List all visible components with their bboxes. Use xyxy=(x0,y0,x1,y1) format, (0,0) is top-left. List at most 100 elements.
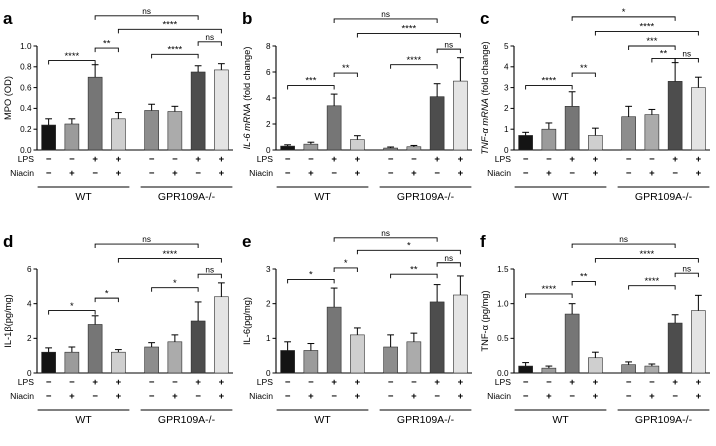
bar xyxy=(588,357,604,374)
significance-label: ** xyxy=(660,49,668,60)
significance-bracket xyxy=(675,272,700,278)
treatment-sign: + xyxy=(219,377,225,388)
treatment-row-label: LPS xyxy=(256,377,273,387)
significance-bracket xyxy=(333,18,438,23)
y-tick-label: 6 xyxy=(27,265,32,274)
significance-bracket xyxy=(436,48,461,54)
treatment-sign: − xyxy=(195,391,201,402)
significance-label: **** xyxy=(640,249,655,260)
treatment-sign: − xyxy=(388,377,394,388)
treatment-sign: + xyxy=(570,154,576,165)
bar xyxy=(144,346,159,374)
group-label: GPR109A-/- xyxy=(158,414,216,426)
treatment-sign: − xyxy=(673,391,679,402)
significance-bracket xyxy=(117,28,222,34)
treatment-sign: + xyxy=(570,377,576,388)
significance-bracket xyxy=(356,249,461,255)
bar xyxy=(565,313,580,374)
bar xyxy=(429,96,445,151)
treatment-sign: + xyxy=(593,377,599,388)
bar xyxy=(326,306,342,374)
treatment-sign: + xyxy=(457,154,463,165)
bar xyxy=(87,76,103,151)
y-tick-label: 2 xyxy=(504,104,509,113)
group-label: WT xyxy=(553,414,570,426)
group-label: WT xyxy=(553,191,570,203)
y-tick-label: 0.4 xyxy=(20,104,32,113)
treatment-sign: + xyxy=(195,154,201,165)
treatment-sign: + xyxy=(354,168,360,179)
treatment-sign: − xyxy=(546,377,552,388)
significance-bracket xyxy=(572,243,676,249)
group-label: GPR109A-/- xyxy=(635,414,693,426)
significance-label: **** xyxy=(640,22,655,33)
treatment-sign: − xyxy=(46,154,52,165)
treatment-sign: + xyxy=(354,377,360,388)
treatment-sign: + xyxy=(195,377,201,388)
significance-label: ns xyxy=(381,10,390,19)
panel-e-cell: e 0 1 2 3 IL-6(pg/mg) * * ** ns * ns LPS − − + + − − + + Niac… xyxy=(239,223,477,446)
treatment-sign: + xyxy=(649,168,655,179)
significance-label: * xyxy=(407,240,411,251)
treatment-sign: − xyxy=(308,377,314,388)
treatment-sign: − xyxy=(46,391,52,402)
significance-bracket xyxy=(628,285,676,290)
group-label: WT xyxy=(75,414,92,426)
y-axis-label: MPO (OD) xyxy=(3,76,13,120)
bar xyxy=(452,294,468,374)
treatment-row-label: Niacin xyxy=(487,391,511,401)
bar xyxy=(541,367,557,374)
significance-label: * xyxy=(344,258,348,269)
y-tick-label: 3 xyxy=(266,265,271,274)
significance-label: ns xyxy=(205,265,214,274)
significance-bracket xyxy=(595,30,700,36)
treatment-sign: + xyxy=(69,168,75,179)
bar xyxy=(621,116,637,151)
bar xyxy=(691,310,707,374)
treatment-sign: − xyxy=(149,154,155,165)
treatment-sign: + xyxy=(457,168,463,179)
treatment-sign: − xyxy=(570,391,576,402)
significance-label: **** xyxy=(401,24,416,35)
y-tick-label: 1.5 xyxy=(497,265,509,274)
treatment-sign: + xyxy=(354,154,360,165)
bar xyxy=(326,105,342,151)
significance-bracket xyxy=(94,243,199,249)
treatment-sign: − xyxy=(523,168,529,179)
significance-label: **** xyxy=(167,45,182,56)
y-tick-label: 0.6 xyxy=(20,83,32,92)
treatment-sign: + xyxy=(308,391,314,402)
significance-bracket xyxy=(525,293,573,298)
bar xyxy=(452,80,468,151)
significance-bracket xyxy=(286,85,335,90)
treatment-sign: + xyxy=(434,154,440,165)
treatment-row-label: Niacin xyxy=(10,391,34,401)
bar xyxy=(144,110,159,151)
treatment-sign: − xyxy=(434,391,440,402)
bar xyxy=(349,139,365,151)
treatment-sign: + xyxy=(696,391,702,402)
bar xyxy=(303,143,318,151)
significance-label: ns xyxy=(142,235,151,244)
y-tick-label: 1 xyxy=(266,334,271,343)
significance-label: * xyxy=(105,288,109,299)
treatment-sign: − xyxy=(149,377,155,388)
treatment-sign: − xyxy=(285,154,291,165)
treatment-sign: + xyxy=(172,168,178,179)
significance-label: * xyxy=(309,270,313,281)
treatment-sign: + xyxy=(673,377,679,388)
y-axis-label: TNF-α (pg/mg) xyxy=(480,290,490,351)
significance-label: **** xyxy=(406,55,421,66)
y-tick-label: 6 xyxy=(266,68,271,77)
bar xyxy=(541,128,557,151)
bar xyxy=(691,87,707,151)
treatment-sign: − xyxy=(285,168,291,179)
y-tick-label: 0 xyxy=(27,369,32,378)
significance-label: ns xyxy=(381,229,390,238)
bar xyxy=(87,324,103,374)
bar xyxy=(518,365,534,374)
group-label: WT xyxy=(75,191,92,203)
treatment-row-label: Niacin xyxy=(249,168,273,178)
